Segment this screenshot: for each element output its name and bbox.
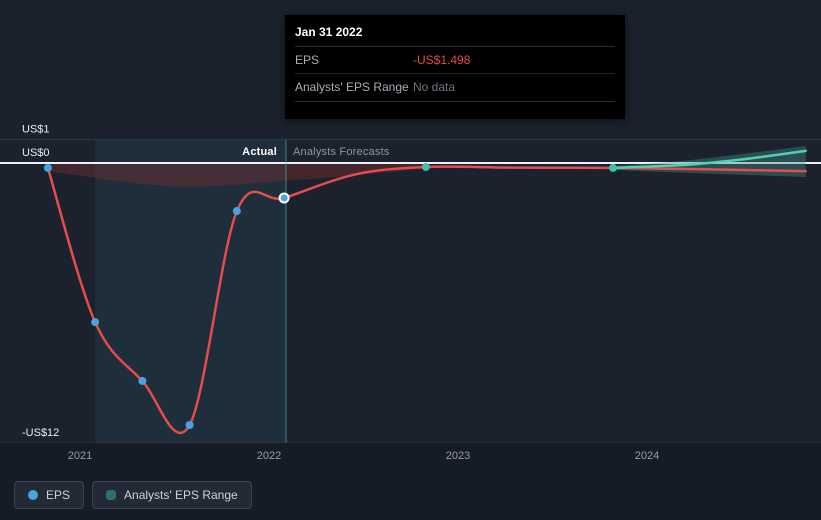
- legend-eps-label: EPS: [46, 488, 71, 502]
- y-tick-label: US$1: [22, 124, 50, 136]
- eps-data-point: [43, 163, 52, 172]
- x-tick-label: 2023: [445, 450, 471, 462]
- tooltip-range-label: Analysts' EPS Range: [295, 80, 409, 94]
- eps-data-point: [232, 207, 241, 216]
- forecast-range-band: [612, 145, 806, 177]
- legend-range[interactable]: Analysts' EPS Range: [92, 481, 252, 509]
- tooltip-footer-divider: [295, 101, 615, 111]
- x-tick-label: 2022: [256, 450, 282, 462]
- actual-label: Actual: [242, 146, 277, 158]
- highlight-band: [95, 139, 287, 443]
- legend-eps[interactable]: EPS: [14, 481, 85, 509]
- eps-forecast-line: [611, 149, 808, 170]
- eps-data-point: [138, 376, 147, 385]
- y-tick-label: -US$12: [22, 427, 59, 439]
- selected-data-point: [278, 192, 290, 204]
- actual-range-band: [47, 164, 426, 187]
- range-series-icon: [106, 490, 117, 500]
- eps-data-point: [421, 162, 430, 171]
- y-tick-label: US$0: [22, 147, 50, 159]
- tooltip-range-value: No data: [413, 80, 456, 94]
- x-tick-label: 2021: [67, 450, 93, 462]
- eps-data-point: [185, 420, 194, 429]
- tooltip-eps-row: EPS -US$1.498: [295, 47, 615, 73]
- tooltip-eps-value: -US$1.498: [413, 53, 471, 67]
- forecast-label: Analysts Forecasts: [293, 146, 390, 158]
- eps-data-point: [608, 163, 617, 172]
- legend-range-label: Analysts' EPS Range: [124, 488, 238, 502]
- eps-data-point: [91, 318, 100, 327]
- tooltip-range-row: Analysts' EPS Range No data: [295, 73, 615, 100]
- eps-chart-canvas[interactable]: US$1 US$0 -US$12: [0, 0, 821, 444]
- legend: EPS Analysts' EPS Range: [14, 481, 252, 509]
- tooltip: Jan 31 2022 EPS -US$1.498 Analysts' EPS …: [285, 15, 625, 119]
- eps-series-icon: [28, 490, 38, 500]
- tooltip-eps-label: EPS: [295, 53, 320, 67]
- x-tick-label: 2024: [634, 450, 660, 462]
- tooltip-date: Jan 31 2022: [295, 20, 615, 47]
